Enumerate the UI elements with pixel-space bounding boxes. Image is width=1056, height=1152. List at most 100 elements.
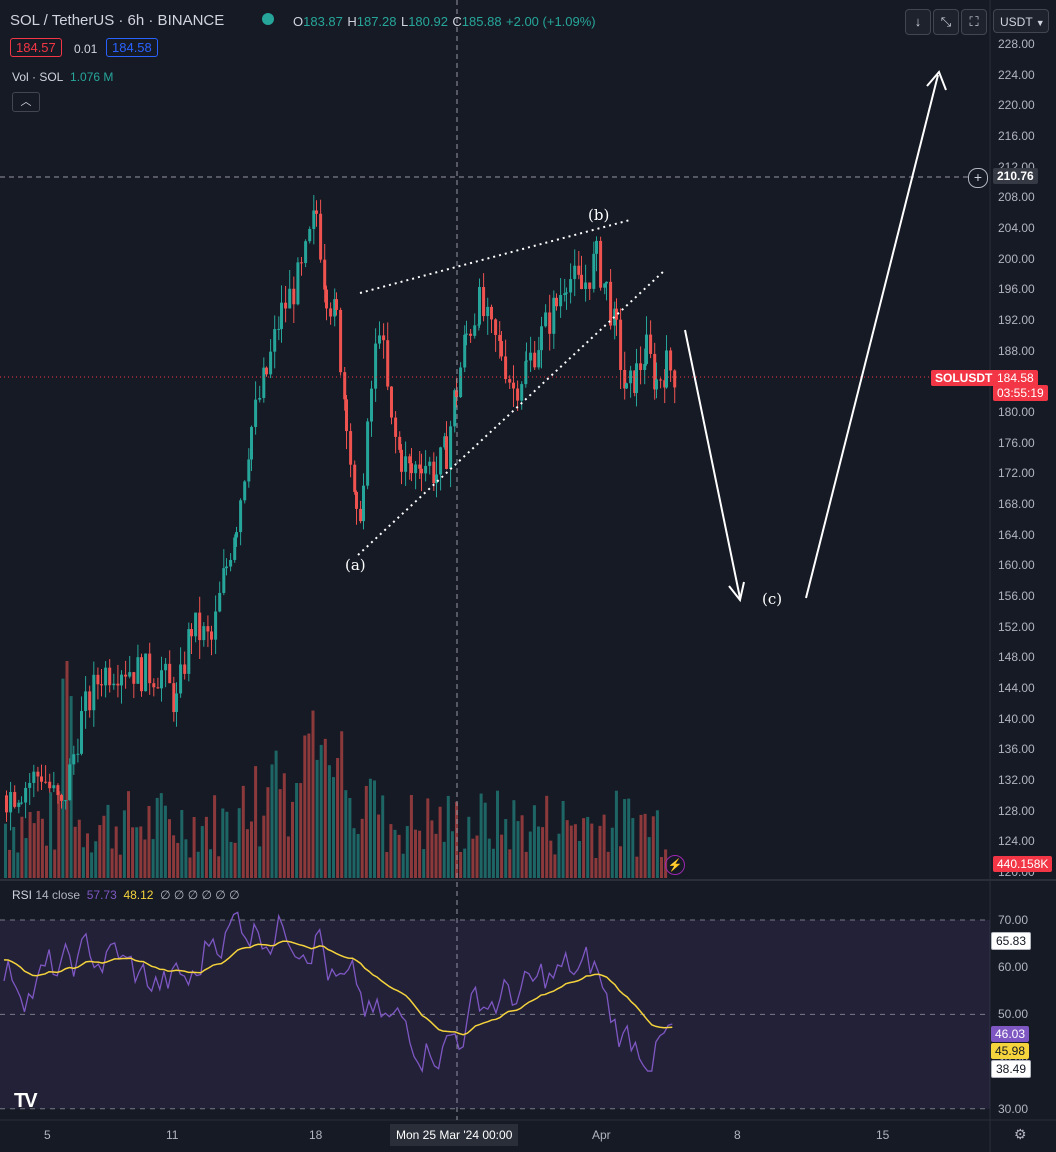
volume-bar xyxy=(532,805,536,878)
wave-c-label[interactable]: (c) xyxy=(762,590,783,608)
volume-bar xyxy=(40,818,44,878)
candle-body xyxy=(643,363,647,370)
volume-bar xyxy=(131,827,135,878)
volume-bar xyxy=(340,731,344,878)
candle-body xyxy=(482,287,486,317)
rsi-tick-label: 60.00 xyxy=(998,960,1029,975)
volume-bar xyxy=(524,851,528,878)
symbol-title[interactable]: SOL / TetherUS · 6h · BINANCE xyxy=(10,12,225,29)
candle-body xyxy=(382,335,386,341)
volume-bar xyxy=(475,835,479,878)
volume-bar xyxy=(512,800,516,878)
buy-price-button[interactable]: 184.58 xyxy=(106,38,158,57)
volume-bar xyxy=(389,824,393,878)
candle-body xyxy=(414,464,418,474)
volume-bar xyxy=(401,853,405,878)
price-tick-label: 180.00 xyxy=(998,405,1035,420)
volume-bar xyxy=(286,836,290,878)
volume-bar xyxy=(360,818,364,878)
volume-bar xyxy=(20,816,24,878)
rsi-ma-tag: 45.98 xyxy=(991,1043,1030,1059)
candle-body xyxy=(569,279,573,293)
volume-bar xyxy=(127,791,130,878)
candle-body xyxy=(516,388,520,401)
fullscreen-icon[interactable]: ⛶ xyxy=(961,9,987,35)
volume-bar xyxy=(274,750,278,878)
candle-body xyxy=(653,353,657,390)
volume-bar xyxy=(254,766,258,878)
volume-bar xyxy=(422,849,426,878)
add-alert-icon[interactable]: + xyxy=(968,168,988,188)
volume-bar xyxy=(594,857,598,878)
volume-bar xyxy=(102,815,106,878)
volume-legend: Vol · SOL 1.076 M xyxy=(12,70,113,84)
volume-bar xyxy=(180,809,184,878)
volume-bar xyxy=(344,790,348,878)
candle-body xyxy=(445,436,448,469)
volume-bar xyxy=(561,800,565,878)
candle-body xyxy=(329,308,333,317)
candle-body xyxy=(64,800,68,802)
price-tick-label: 208.00 xyxy=(998,190,1035,205)
candle-body xyxy=(206,626,210,632)
currency-select[interactable]: USDT ▼ xyxy=(993,9,1049,33)
volume-bar xyxy=(520,815,524,878)
chevron-down-icon: ▼ xyxy=(1035,18,1045,28)
candle-body xyxy=(563,293,567,295)
volume-bar xyxy=(614,790,618,878)
candle-body xyxy=(88,691,92,711)
volume-bar xyxy=(582,818,586,878)
candle-body xyxy=(325,289,328,309)
candle-body xyxy=(435,474,438,484)
candle-body xyxy=(619,319,623,370)
candle-body xyxy=(76,753,80,755)
candle-body xyxy=(225,566,228,569)
wave-b-label[interactable]: (b) xyxy=(588,206,610,224)
wave-a-label[interactable]: (a) xyxy=(345,556,366,574)
candle-body xyxy=(128,672,132,677)
candle-body xyxy=(273,329,277,352)
candle-body xyxy=(269,351,273,375)
candle-body xyxy=(443,436,447,448)
time-tick-label: 5 xyxy=(44,1128,51,1142)
candle-body xyxy=(615,308,618,320)
candle-body xyxy=(343,372,347,400)
volume-bar xyxy=(483,802,487,878)
volume-bar xyxy=(250,821,253,878)
volume-bar xyxy=(578,841,581,878)
volume-bar xyxy=(327,765,331,878)
triangle-lower-line xyxy=(357,269,666,556)
candle-body xyxy=(645,334,648,364)
collapse-icon[interactable]: ⤡ xyxy=(933,9,959,35)
candle-body xyxy=(463,334,467,368)
lightning-icon[interactable]: ⚡ xyxy=(665,855,685,875)
price-tick-label: 132.00 xyxy=(998,773,1035,788)
candle-body xyxy=(353,464,357,492)
tradingview-logo[interactable]: TV xyxy=(14,1090,38,1112)
volume-bar xyxy=(77,819,81,878)
arrow-down-icon[interactable]: ↓ xyxy=(905,9,931,35)
time-tick-label: 11 xyxy=(166,1128,179,1142)
volume-bar xyxy=(504,819,508,878)
price-tick-label: 144.00 xyxy=(998,681,1035,696)
rsi-value: 57.73 xyxy=(86,888,117,902)
rsi-legend: RSI 14 close 57.73 48.12 ∅ ∅ ∅ ∅ ∅ ∅ xyxy=(12,888,240,902)
volume-bar xyxy=(217,856,221,878)
volume-bar xyxy=(258,846,262,878)
high-value: 187.28 xyxy=(356,14,397,29)
price-tick-label: 228.00 xyxy=(998,37,1035,51)
price-tick-label: 124.00 xyxy=(998,834,1035,849)
candle-body xyxy=(333,299,337,317)
candle-body xyxy=(355,491,358,509)
volume-bar xyxy=(619,846,622,878)
sell-price-button[interactable]: 184.57 xyxy=(10,38,62,57)
settings-gear-icon[interactable]: ⚙ xyxy=(1014,1126,1027,1142)
volume-bar xyxy=(332,777,335,878)
chevron-up-icon[interactable]: ︿ xyxy=(12,92,40,112)
price-tick-label: 224.00 xyxy=(998,67,1035,82)
candle-body xyxy=(20,802,23,804)
rsi-label[interactable]: RSI xyxy=(12,888,33,902)
candle-body xyxy=(92,674,96,711)
volume-bar xyxy=(16,852,20,878)
